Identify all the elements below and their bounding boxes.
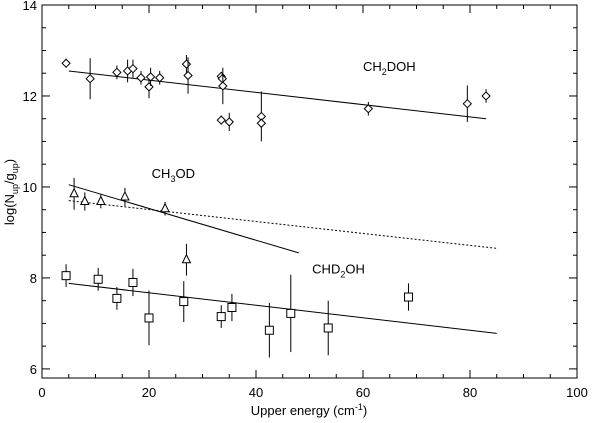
- diamond-marker: [61, 58, 71, 68]
- square-marker: [403, 292, 413, 302]
- diamond-marker: [181, 59, 192, 69]
- square-marker: [112, 293, 122, 303]
- diamond-marker: [136, 73, 146, 83]
- triangle-marker: [181, 253, 192, 264]
- y-tick-label: 8: [30, 271, 37, 286]
- diamond-marker: [462, 99, 473, 109]
- x-tick-label: 40: [249, 385, 263, 400]
- diamond-marker: [154, 73, 165, 83]
- y-tick-label: 6: [30, 362, 37, 377]
- square-marker: [93, 274, 103, 284]
- diamond-marker: [481, 91, 491, 101]
- x-tick-label: 0: [38, 385, 45, 400]
- triangle-marker: [96, 195, 106, 206]
- diamond-marker: [183, 70, 193, 81]
- square-marker: [286, 308, 296, 318]
- diamond-marker: [218, 81, 228, 91]
- x-tick-label: 80: [463, 385, 477, 400]
- series-label: CH3OD: [152, 166, 195, 184]
- fit-line: [68, 184, 299, 254]
- square-marker: [128, 277, 138, 287]
- x-tick-label: 100: [566, 385, 588, 400]
- square-marker: [264, 325, 274, 335]
- axis-ticks: [41, 4, 578, 378]
- dotted-fit-line: [68, 200, 497, 249]
- triangle-marker: [160, 202, 170, 213]
- diamond-marker: [85, 73, 95, 84]
- diamond-marker: [145, 72, 156, 82]
- series-labels: CH2DOH CH3OD CHD2OH: [152, 59, 416, 279]
- diamond-marker: [363, 104, 374, 114]
- square-marker: [323, 323, 333, 333]
- fit-line: [68, 70, 487, 120]
- plot-frame: [41, 4, 578, 379]
- square-marker: [179, 297, 189, 307]
- triangle-marker: [120, 190, 130, 201]
- x-axis-label: Upper energy (cm-1): [251, 402, 367, 418]
- data-points: [61, 55, 491, 358]
- y-tick-label: 10: [23, 180, 37, 195]
- diamond-marker: [256, 118, 267, 128]
- square-marker: [61, 271, 71, 281]
- diamond-marker: [144, 82, 154, 92]
- diamond-marker: [128, 63, 138, 74]
- fit-line: [68, 282, 497, 334]
- tick-labels: 0 20 40 60 80 100 6 8 10 12 14: [23, 0, 588, 400]
- series-label: CH2DOH: [363, 59, 416, 77]
- square-marker: [144, 313, 154, 323]
- x-tick-label: 60: [356, 385, 370, 400]
- square-marker: [216, 312, 226, 322]
- triangle-marker: [79, 195, 90, 206]
- triangle-marker: [69, 187, 79, 198]
- y-tick-label: 14: [23, 0, 37, 13]
- diamond-marker: [216, 115, 226, 125]
- y-tick-label: 12: [23, 89, 37, 104]
- diamond-marker: [112, 67, 122, 78]
- series-label: CHD2OH: [312, 261, 365, 279]
- y-axis-label: log(Nup/gup): [2, 159, 20, 225]
- diamond-marker: [224, 117, 234, 127]
- square-marker: [227, 302, 237, 312]
- x-tick-label: 20: [142, 385, 156, 400]
